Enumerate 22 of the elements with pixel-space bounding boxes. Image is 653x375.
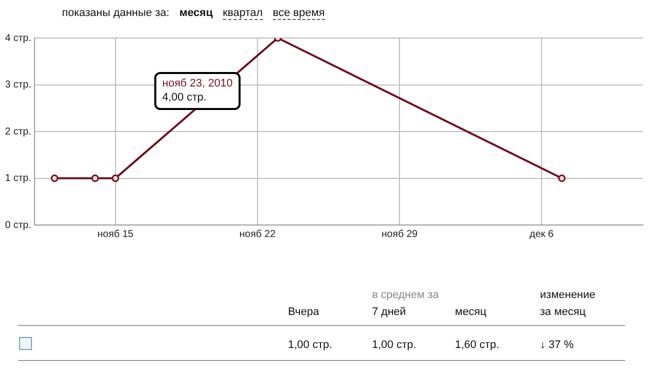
chart-title: показаны данные за: — [62, 7, 170, 19]
x-tick-label: нояб 29 — [381, 228, 418, 240]
text: месяц — [179, 7, 213, 19]
annotation: нояб 23, 2010 4,00 стр. — [162, 78, 233, 104]
text: 1,60 стр. — [455, 338, 500, 353]
text: квартал — [222, 7, 263, 20]
y-tick-label: 3 стр. — [4, 80, 32, 90]
y-tick-label: 0 стр. — [4, 220, 32, 231]
x-tick-label: нояб 15 — [97, 228, 134, 240]
text: 1,00 стр. — [288, 338, 332, 353]
text: Вчера — [288, 305, 320, 320]
text: ↓ 37 % — [540, 338, 574, 353]
y-tick-label: 1 стр. — [4, 173, 32, 184]
y-tick-label: 2 стр. — [4, 126, 32, 138]
text: все время — [272, 7, 325, 20]
text: изменение за месяц — [540, 288, 596, 320]
text: месяц — [455, 305, 486, 320]
x-tick-label: нояб 22 — [239, 228, 276, 240]
text: 1,00 стр. — [372, 338, 416, 353]
y-tick-label: 4 стр. — [4, 32, 32, 44]
x-tick-label: дек 6 — [529, 228, 554, 240]
text: в среднем за 7 дней — [372, 288, 439, 320]
